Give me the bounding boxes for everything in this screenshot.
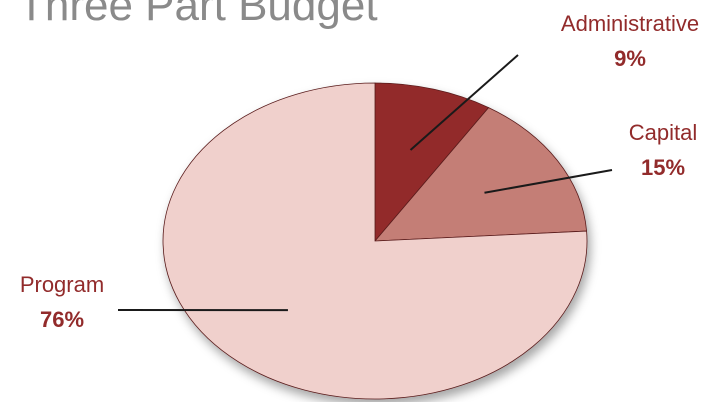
slice-value-capital: 15%: [641, 155, 685, 180]
pie-slice-capital: [374, 107, 588, 242]
pie-slice-program: [162, 82, 588, 400]
slice-value-program: 76%: [40, 307, 84, 332]
leader-line-capital: [484, 169, 613, 194]
slice-value-administrative: 9%: [614, 46, 646, 71]
slice-label-program: Program: [20, 272, 104, 297]
pie-slice-administrative: [374, 82, 490, 243]
leader-line-administrative: [409, 54, 519, 151]
pie-slices: [162, 82, 588, 400]
chart-title: Three Part Budget: [18, 0, 378, 30]
leader-lines: [117, 54, 613, 312]
slice-label-capital: Capital: [629, 120, 697, 145]
slice-label-administrative: Administrative: [561, 11, 699, 36]
